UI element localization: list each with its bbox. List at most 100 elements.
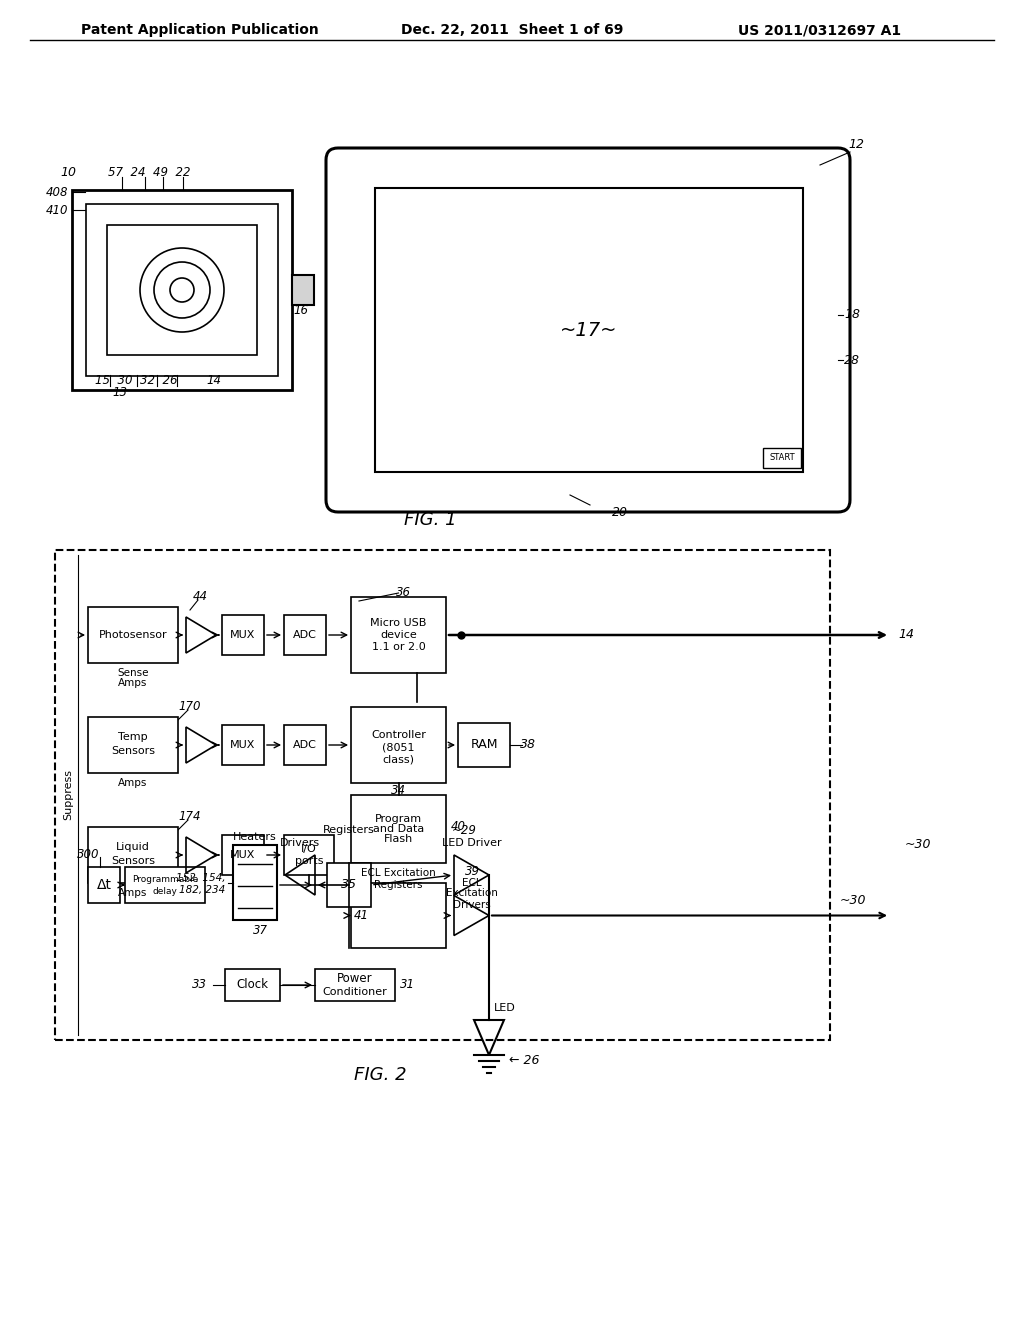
FancyBboxPatch shape: [284, 615, 326, 655]
FancyBboxPatch shape: [327, 863, 371, 907]
Text: Photosensor: Photosensor: [98, 630, 167, 640]
FancyBboxPatch shape: [351, 708, 446, 783]
Text: Amps: Amps: [119, 777, 147, 788]
Text: 1.1 or 2.0: 1.1 or 2.0: [372, 642, 425, 652]
Text: Power: Power: [337, 973, 373, 986]
Text: 182, 234: 182, 234: [179, 886, 225, 895]
FancyBboxPatch shape: [222, 615, 264, 655]
Text: RAM: RAM: [470, 738, 498, 751]
Text: 44: 44: [193, 590, 208, 603]
Text: Registers: Registers: [324, 825, 375, 836]
FancyBboxPatch shape: [315, 969, 395, 1001]
Text: ~30: ~30: [840, 894, 866, 907]
Text: 14: 14: [206, 374, 221, 387]
FancyBboxPatch shape: [222, 836, 264, 875]
Text: ~30: ~30: [905, 838, 932, 851]
Text: Drivers: Drivers: [454, 899, 490, 909]
FancyBboxPatch shape: [125, 867, 205, 903]
Text: 36: 36: [396, 586, 411, 598]
FancyBboxPatch shape: [326, 148, 850, 512]
Text: 152, 154,: 152, 154,: [175, 873, 225, 883]
Text: ECL Excitation: ECL Excitation: [361, 869, 436, 878]
Text: Patent Application Publication: Patent Application Publication: [81, 22, 318, 37]
Text: Liquid: Liquid: [116, 842, 150, 851]
Text: 16: 16: [293, 304, 308, 317]
Text: MUX: MUX: [230, 850, 256, 861]
Text: ~29: ~29: [452, 825, 477, 837]
Text: 12: 12: [848, 139, 864, 152]
Text: 39: 39: [465, 865, 479, 878]
Text: Δt: Δt: [96, 878, 112, 892]
Text: ADC: ADC: [293, 630, 317, 640]
Text: 170: 170: [179, 701, 202, 714]
Text: Excitation: Excitation: [446, 888, 498, 899]
Text: Registers: Registers: [374, 880, 423, 890]
Text: MUX: MUX: [230, 630, 256, 640]
Text: US 2011/0312697 A1: US 2011/0312697 A1: [738, 22, 901, 37]
Text: I/O: I/O: [301, 843, 316, 854]
FancyBboxPatch shape: [222, 725, 264, 766]
Text: LED: LED: [494, 1003, 516, 1012]
Text: ~17~: ~17~: [560, 321, 617, 339]
Text: 13: 13: [113, 385, 128, 399]
Text: 33: 33: [193, 978, 207, 991]
Text: 41: 41: [353, 909, 369, 921]
FancyBboxPatch shape: [106, 224, 257, 355]
FancyBboxPatch shape: [72, 190, 292, 389]
Text: 10: 10: [60, 165, 76, 178]
Text: and Data: and Data: [373, 824, 424, 834]
FancyBboxPatch shape: [351, 795, 446, 863]
Text: Conditioner: Conditioner: [323, 987, 387, 997]
Text: Flash: Flash: [384, 834, 413, 843]
Text: ADC: ADC: [293, 741, 317, 750]
Text: 18: 18: [844, 309, 860, 322]
Text: FIG. 1: FIG. 1: [403, 511, 457, 529]
Text: Micro USB: Micro USB: [371, 618, 427, 628]
Text: Controller: Controller: [371, 730, 426, 741]
FancyBboxPatch shape: [225, 969, 280, 1001]
Text: class): class): [383, 754, 415, 764]
FancyBboxPatch shape: [763, 447, 801, 469]
FancyBboxPatch shape: [88, 867, 120, 903]
FancyBboxPatch shape: [233, 845, 278, 920]
Text: Amps: Amps: [119, 678, 147, 688]
FancyBboxPatch shape: [88, 607, 178, 663]
Text: 28: 28: [844, 354, 860, 367]
FancyBboxPatch shape: [88, 717, 178, 774]
Text: delay: delay: [153, 887, 177, 896]
FancyBboxPatch shape: [284, 836, 334, 875]
Text: Heaters: Heaters: [233, 832, 276, 842]
FancyBboxPatch shape: [88, 828, 178, 883]
Text: 300: 300: [77, 849, 99, 862]
Text: Drivers: Drivers: [280, 838, 321, 847]
FancyBboxPatch shape: [284, 725, 326, 766]
Text: 15  30  32  26: 15 30 32 26: [95, 374, 177, 387]
FancyBboxPatch shape: [86, 205, 278, 376]
Text: ports: ports: [295, 855, 324, 866]
FancyBboxPatch shape: [375, 187, 803, 473]
Text: LED Driver: LED Driver: [442, 838, 502, 847]
Text: 35: 35: [341, 879, 357, 891]
Text: Sensors: Sensors: [111, 746, 155, 756]
Text: ← 26: ← 26: [509, 1053, 540, 1067]
Text: Dec. 22, 2011  Sheet 1 of 69: Dec. 22, 2011 Sheet 1 of 69: [400, 22, 624, 37]
FancyBboxPatch shape: [351, 597, 446, 673]
FancyBboxPatch shape: [458, 723, 510, 767]
Text: 31: 31: [400, 978, 415, 991]
Text: Program: Program: [375, 814, 422, 824]
FancyBboxPatch shape: [55, 550, 830, 1040]
Text: Sense: Sense: [118, 668, 148, 678]
Text: FIG. 2: FIG. 2: [353, 1067, 407, 1084]
Text: 20: 20: [612, 506, 628, 519]
Text: Temp: Temp: [118, 733, 147, 742]
Text: device: device: [380, 630, 417, 640]
Text: Sensors: Sensors: [111, 855, 155, 866]
Text: 410: 410: [45, 203, 68, 216]
FancyBboxPatch shape: [292, 275, 314, 305]
FancyBboxPatch shape: [351, 883, 446, 948]
Text: ECL: ECL: [462, 878, 482, 887]
Text: Amps: Amps: [119, 888, 147, 898]
Text: 37: 37: [253, 924, 267, 936]
Text: MUX: MUX: [230, 741, 256, 750]
Text: Programmable: Programmable: [132, 875, 198, 884]
